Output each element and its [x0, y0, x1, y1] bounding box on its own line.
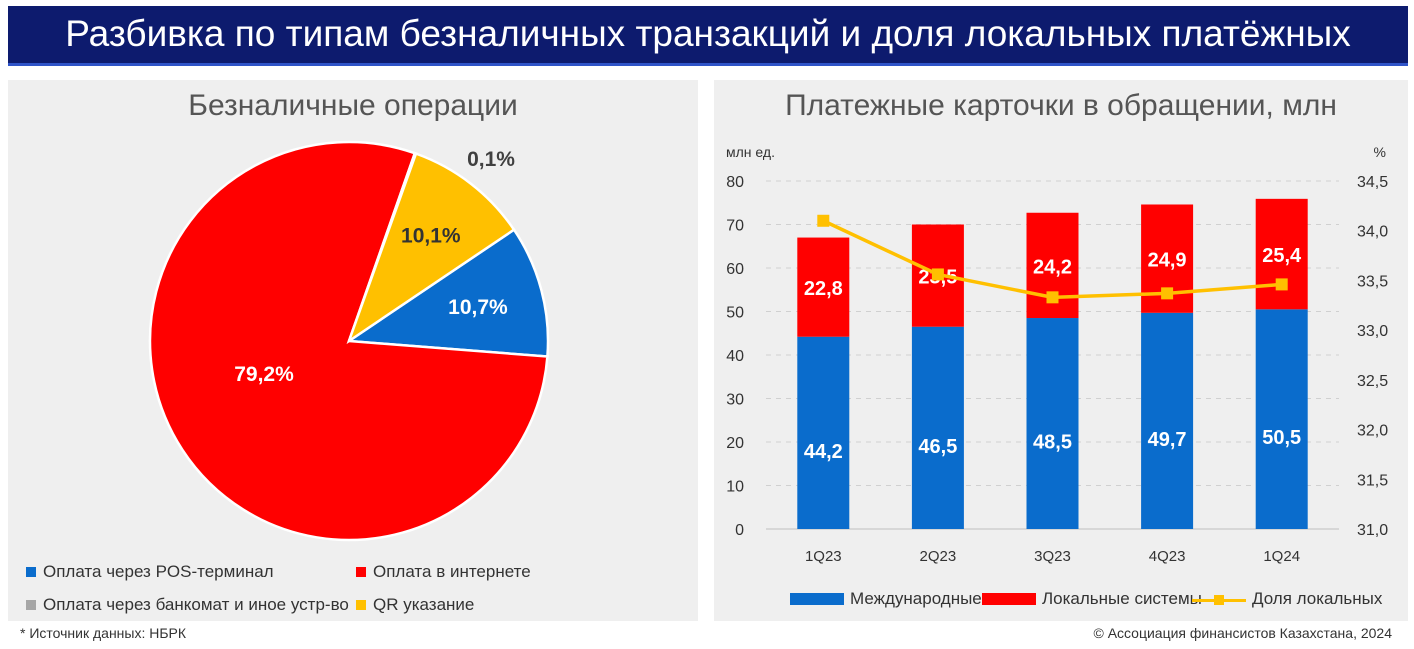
pie-chart: 10,7% 79,2% 0,1% 10,1% — [148, 140, 550, 542]
legend-swatch-red — [982, 592, 1036, 605]
bar-international — [1141, 312, 1194, 529]
bar-value-label: 25,4 — [1262, 245, 1302, 267]
footnote-source: * Источник данных: НБРК — [20, 625, 187, 641]
y2-tick-label: 34,0 — [1357, 224, 1388, 241]
pie-slice-label: 10,7% — [448, 296, 508, 319]
bar-local — [1255, 198, 1308, 310]
pie-legend-item-atm: Оплата через банкомат и иное устр-во — [26, 595, 349, 615]
pie-slice-label: 0,1% — [467, 148, 515, 171]
y-axis-right-label: % — [1374, 144, 1386, 160]
bar-international — [797, 336, 850, 529]
y-tick-label: 30 — [726, 392, 744, 409]
bar-legend-label: Международные — [850, 589, 982, 608]
legend-swatch-red — [356, 566, 366, 577]
legend-line-swatch-yellow — [1192, 594, 1246, 606]
pie-chart-title: Безналичные операции — [188, 89, 518, 122]
share-point — [817, 214, 830, 227]
pie-slice — [346, 152, 516, 345]
legend-swatch-blue — [26, 566, 36, 577]
y2-tick-label: 33,0 — [1357, 323, 1388, 340]
x-tick-label: 1Q23 — [805, 548, 842, 565]
y-tick-label: 80 — [726, 174, 744, 191]
pie-slice-label: 79,2% — [234, 363, 294, 386]
bar-chart: млн ед. % 0 10 20 30 40 50 60 70 80 31,0 31,5 32,0 32,… — [726, 144, 1388, 565]
bar-value-label: 49,7 — [1148, 429, 1187, 451]
bar-legend-label: Локальные системы — [1042, 589, 1202, 608]
pie-slice — [345, 227, 550, 358]
y2-tick-label: 31,0 — [1357, 522, 1388, 539]
bar-value-label: 24,2 — [1033, 256, 1072, 278]
pie-legend-label: QR указание — [373, 595, 475, 614]
y-tick-label: 10 — [726, 479, 744, 496]
y-tick-label: 60 — [726, 261, 744, 278]
legend-swatch-blue — [790, 592, 844, 605]
legend-swatch-gray — [26, 599, 36, 610]
pie-slice-label: 10,1% — [401, 225, 461, 248]
pie-legend-label: Оплата в интернете — [373, 562, 531, 581]
y2-tick-label: 31,5 — [1357, 472, 1388, 489]
x-tick-label: 4Q23 — [1149, 548, 1186, 565]
x-tick-label: 1Q24 — [1263, 548, 1300, 565]
bar-legend-item-international: Международные — [790, 589, 982, 609]
share-point — [1275, 278, 1288, 291]
bar-value-label: 24,9 — [1148, 250, 1187, 272]
bar-value-label: 22,8 — [804, 278, 843, 300]
x-tick-label: 3Q23 — [1034, 548, 1071, 565]
footnote-copyright: © Ассоциация финансистов Казахстана, 202… — [1093, 625, 1392, 641]
y-tick-label: 40 — [726, 348, 744, 365]
y-axis-left-label: млн ед. — [726, 144, 775, 160]
legend-swatch-yellow — [356, 599, 366, 610]
y-tick-label: 50 — [726, 305, 744, 322]
pie-legend-item-qr: QR указание — [356, 595, 474, 615]
bar-international — [911, 326, 964, 529]
share-point — [931, 268, 944, 281]
share-point — [1161, 287, 1174, 300]
y2-tick-label: 32,0 — [1357, 423, 1388, 440]
pie-legend-item-pos: Оплата через POS-терминал — [26, 562, 274, 582]
bar-value-label: 48,5 — [1033, 432, 1072, 454]
y-tick-label: 20 — [726, 435, 744, 452]
bar-value-label: 44,2 — [804, 441, 843, 463]
bar-value-label: 50,5 — [1262, 427, 1301, 449]
y2-tick-label: 33,5 — [1357, 273, 1388, 290]
pie-panel: Безналичные операции 10,7% 79,2% 0,1% 10,1%… — [8, 80, 698, 621]
bar-panel: Платежные карточки в обращении, млн млн … — [714, 80, 1408, 621]
bar-legend-label: Доля локальных — [1252, 589, 1383, 608]
x-tick-label: 2Q23 — [920, 548, 957, 565]
bar-international — [1026, 318, 1079, 529]
bar-chart-title: Платежные карточки в обращении, млн — [785, 89, 1337, 122]
bar-value-label: 46,5 — [918, 436, 957, 458]
bar-international — [1255, 309, 1308, 529]
bar-local — [797, 237, 850, 337]
pie-legend-item-internet: Оплата в интернете — [356, 562, 531, 582]
pie-legend-label: Оплата через POS-терминал — [43, 562, 274, 581]
pie-legend-label: Оплата через банкомат и иное устр-во — [43, 595, 349, 614]
bar-legend-item-share: Доля локальных — [1192, 589, 1382, 609]
y-tick-label: 70 — [726, 218, 744, 235]
page-title: Разбивка по типам безналичных транзакций… — [8, 6, 1408, 110]
y2-tick-label: 34,5 — [1357, 174, 1388, 191]
y-tick-label: 0 — [735, 522, 744, 539]
bar-legend-item-local: Локальные системы — [982, 589, 1202, 609]
share-point — [1046, 291, 1059, 304]
y2-tick-label: 32,5 — [1357, 373, 1388, 390]
